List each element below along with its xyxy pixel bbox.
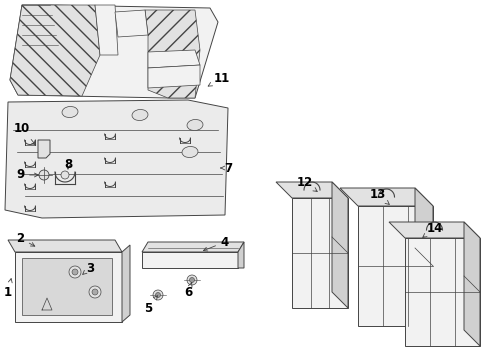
Polygon shape	[148, 65, 200, 88]
Polygon shape	[142, 252, 238, 268]
Circle shape	[72, 269, 78, 275]
Text: 12: 12	[297, 176, 317, 192]
Polygon shape	[115, 10, 148, 37]
Text: 2: 2	[16, 231, 35, 246]
Text: 7: 7	[221, 162, 232, 175]
Polygon shape	[332, 182, 348, 308]
Polygon shape	[8, 240, 122, 252]
Text: 11: 11	[208, 72, 230, 86]
Polygon shape	[38, 140, 50, 158]
Circle shape	[89, 286, 101, 298]
Polygon shape	[464, 222, 480, 346]
Text: 4: 4	[203, 235, 229, 251]
Circle shape	[92, 289, 98, 295]
Circle shape	[187, 275, 197, 285]
Text: 9: 9	[16, 168, 38, 181]
Text: 3: 3	[83, 261, 94, 274]
Polygon shape	[10, 5, 218, 98]
Text: 14: 14	[423, 221, 443, 238]
Polygon shape	[145, 10, 200, 98]
Text: 8: 8	[64, 158, 72, 171]
Text: 1: 1	[4, 279, 12, 298]
Ellipse shape	[62, 107, 78, 117]
Circle shape	[155, 292, 161, 297]
Ellipse shape	[132, 109, 148, 121]
Text: 10: 10	[14, 122, 36, 145]
Polygon shape	[276, 182, 348, 198]
Polygon shape	[238, 242, 244, 268]
Circle shape	[61, 171, 69, 179]
Ellipse shape	[182, 147, 198, 158]
Circle shape	[190, 278, 195, 283]
Polygon shape	[148, 50, 200, 68]
Polygon shape	[292, 198, 348, 308]
Polygon shape	[358, 206, 433, 326]
Circle shape	[153, 290, 163, 300]
Polygon shape	[340, 188, 433, 206]
Circle shape	[69, 266, 81, 278]
Polygon shape	[389, 222, 480, 238]
Polygon shape	[22, 258, 112, 315]
Polygon shape	[142, 242, 244, 252]
Polygon shape	[10, 5, 100, 96]
Polygon shape	[405, 238, 480, 346]
Polygon shape	[415, 188, 433, 326]
Ellipse shape	[187, 120, 203, 131]
Polygon shape	[122, 245, 130, 322]
Polygon shape	[15, 252, 122, 322]
Text: 6: 6	[184, 283, 192, 298]
Text: 5: 5	[144, 296, 157, 315]
Circle shape	[39, 170, 49, 180]
Polygon shape	[5, 100, 228, 218]
Text: 13: 13	[370, 189, 390, 204]
Polygon shape	[95, 5, 118, 55]
